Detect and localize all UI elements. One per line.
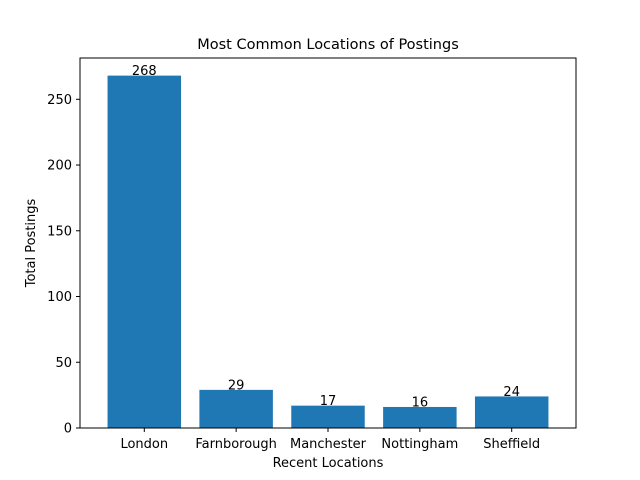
data-label-manchester: 17	[320, 394, 337, 409]
x-tick-label-london: London	[120, 437, 168, 452]
bar-sheffield	[474, 396, 549, 428]
x-tick-label-manchester: Manchester	[290, 437, 367, 452]
x-tick-label-sheffield: Sheffield	[483, 437, 540, 452]
data-label-farnborough: 29	[228, 378, 245, 393]
x-axis: London Farnborough Manchester Nottingham She…	[120, 428, 540, 452]
plot-frame	[79, 57, 577, 429]
y-tick-label-250: 250	[47, 93, 72, 108]
data-label-nottingham: 16	[412, 395, 429, 410]
data-label-london: 268	[132, 64, 157, 79]
x-tick-label-farnborough: Farnborough	[195, 437, 277, 452]
bar-manchester	[291, 405, 365, 428]
bars-group	[107, 75, 549, 428]
y-tick-label-0: 0	[64, 422, 72, 437]
bar-farnborough	[199, 389, 273, 428]
y-axis: 0 50 100 150 200 250	[47, 93, 80, 437]
y-tick-label-50: 50	[55, 356, 72, 371]
data-labels-group: 268 29 17 16 24	[132, 64, 520, 410]
data-label-sheffield: 24	[503, 385, 520, 400]
x-tick-label-nottingham: Nottingham	[381, 437, 458, 452]
bar-nottingham	[383, 406, 457, 428]
y-tick-label-150: 150	[47, 224, 72, 239]
bar-london	[107, 75, 182, 428]
chart-title: Most Common Locations of Postings	[197, 37, 459, 53]
y-axis-label: Total Postings	[24, 198, 39, 288]
y-tick-label-200: 200	[47, 159, 72, 174]
y-tick-label-100: 100	[47, 290, 72, 305]
x-axis-label: Recent Locations	[273, 456, 384, 471]
